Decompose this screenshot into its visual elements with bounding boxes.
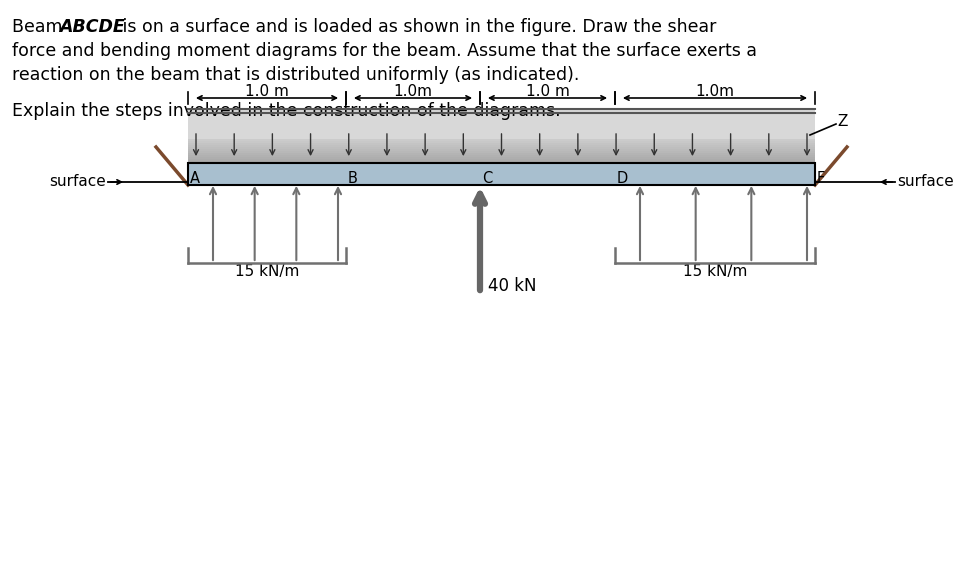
Text: 1.0 m: 1.0 m [245, 84, 289, 99]
Bar [188, 163, 815, 185]
Text: surface: surface [49, 175, 106, 190]
Text: 1.0m: 1.0m [695, 84, 735, 99]
Bar [188, 157, 815, 159]
Text: 15 kN/m: 15 kN/m [235, 264, 299, 279]
Bar [188, 149, 815, 151]
Text: A: A [190, 171, 200, 186]
Text: reaction on the beam that is distributed uniformly (as indicated).: reaction on the beam that is distributed… [12, 66, 579, 84]
Bar [188, 161, 815, 163]
Bar [188, 145, 815, 147]
Bar [188, 143, 815, 145]
Text: is on a surface and is loaded as shown in the figure. Draw the shear: is on a surface and is loaded as shown i… [117, 18, 716, 36]
Text: Beam: Beam [12, 18, 68, 36]
Text: 40 kN: 40 kN [488, 277, 537, 295]
Bar [188, 159, 815, 161]
Bar [188, 153, 815, 155]
Bar [188, 108, 815, 163]
Bar [188, 155, 815, 157]
Bar [188, 139, 815, 141]
Bar [188, 151, 815, 153]
Text: F: F [817, 171, 825, 186]
Bar [188, 147, 815, 149]
Text: 1.0 m: 1.0 m [525, 84, 570, 99]
Text: surface: surface [897, 175, 953, 190]
Bar [188, 141, 815, 143]
Text: Z: Z [837, 114, 847, 128]
Text: force and bending moment diagrams for the beam. Assume that the surface exerts a: force and bending moment diagrams for th… [12, 42, 757, 60]
Text: B: B [348, 171, 358, 186]
Text: 1.0m: 1.0m [393, 84, 433, 99]
Text: D: D [617, 171, 629, 186]
Text: C: C [482, 171, 493, 186]
Text: ABCDE: ABCDE [59, 18, 124, 36]
Text: Explain the steps involved in the construction of the diagrams.: Explain the steps involved in the constr… [12, 102, 561, 120]
Text: 15 kN/m: 15 kN/m [683, 264, 747, 279]
